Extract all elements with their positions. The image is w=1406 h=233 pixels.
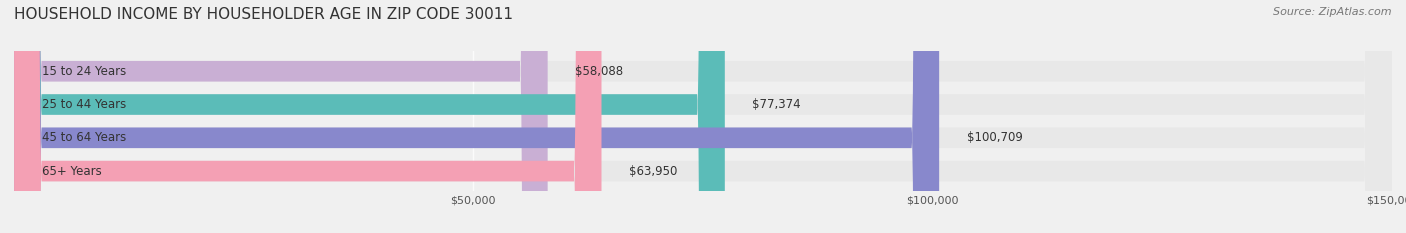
Text: $63,950: $63,950 [628,164,678,178]
FancyBboxPatch shape [14,0,1392,233]
FancyBboxPatch shape [14,0,939,233]
Text: $100,709: $100,709 [967,131,1022,144]
Text: 45 to 64 Years: 45 to 64 Years [42,131,127,144]
FancyBboxPatch shape [14,0,548,233]
FancyBboxPatch shape [14,0,1392,233]
FancyBboxPatch shape [14,0,725,233]
FancyBboxPatch shape [14,0,1392,233]
Text: 15 to 24 Years: 15 to 24 Years [42,65,127,78]
Text: HOUSEHOLD INCOME BY HOUSEHOLDER AGE IN ZIP CODE 30011: HOUSEHOLD INCOME BY HOUSEHOLDER AGE IN Z… [14,7,513,22]
Text: 65+ Years: 65+ Years [42,164,101,178]
Text: $58,088: $58,088 [575,65,623,78]
FancyBboxPatch shape [14,0,602,233]
Text: 25 to 44 Years: 25 to 44 Years [42,98,127,111]
FancyBboxPatch shape [14,0,1392,233]
Text: Source: ZipAtlas.com: Source: ZipAtlas.com [1274,7,1392,17]
Text: $77,374: $77,374 [752,98,801,111]
